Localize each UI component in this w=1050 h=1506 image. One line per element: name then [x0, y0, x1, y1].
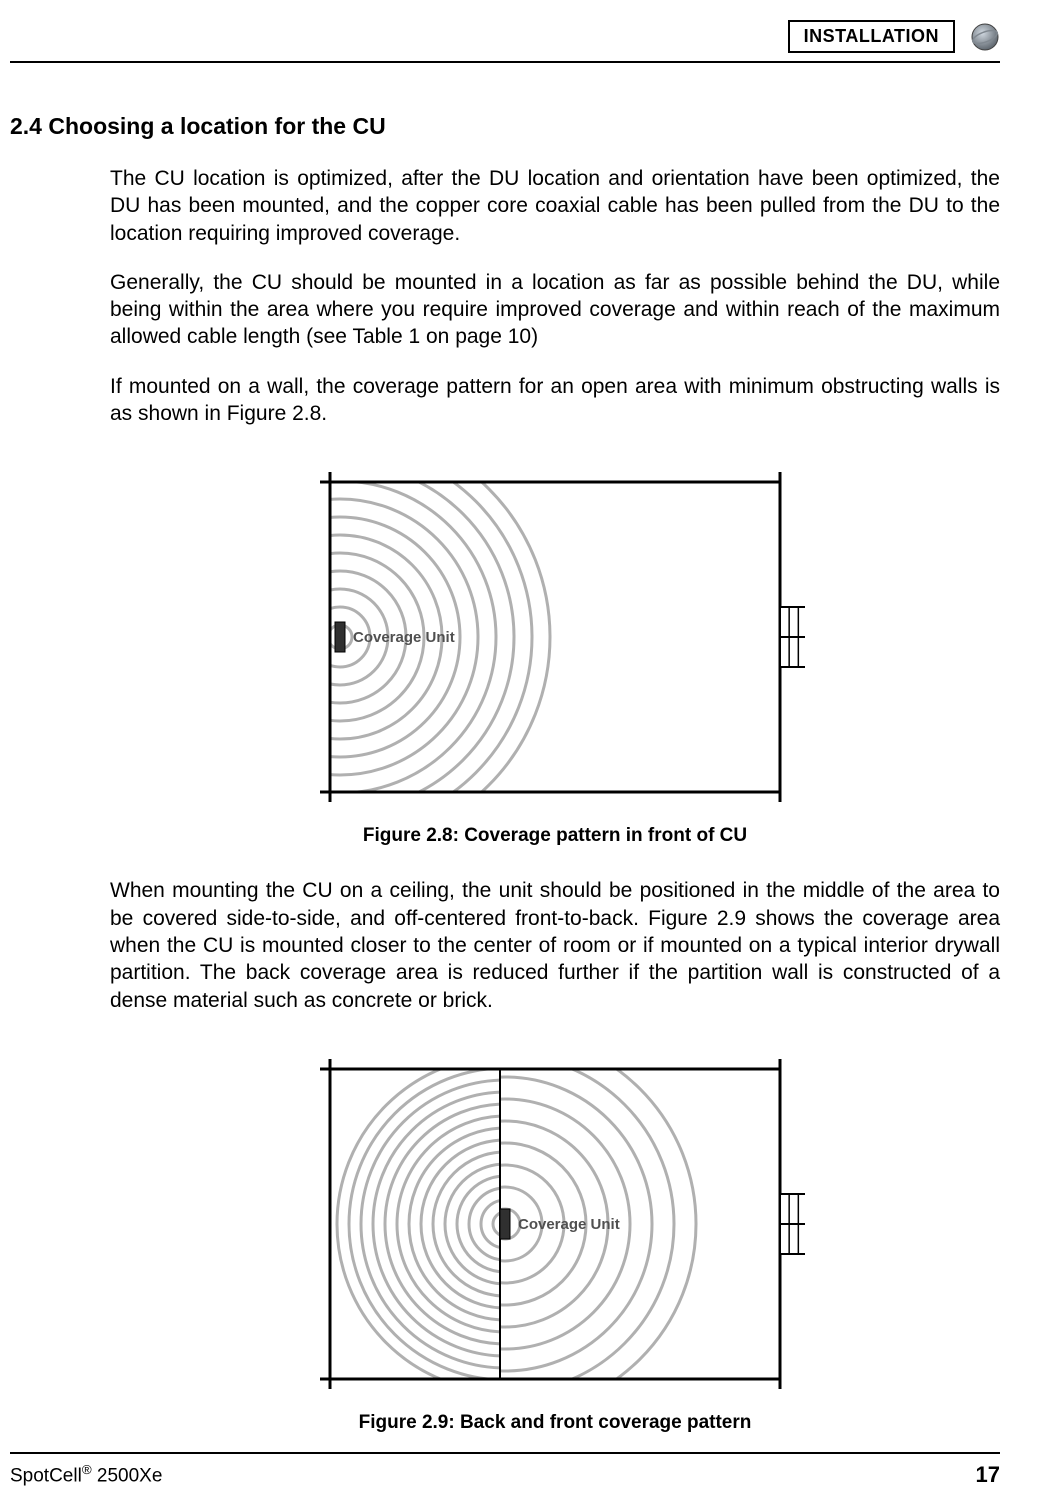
footer-page-number: 17 [976, 1462, 1000, 1488]
para-2: Generally, the CU should be mounted in a… [110, 269, 1000, 351]
page-footer: SpotCell® 2500Xe 17 [10, 1452, 1000, 1488]
footer-product-prefix: SpotCell [10, 1465, 82, 1486]
para-4: When mounting the CU on a ceiling, the u… [110, 877, 1000, 1013]
para-3: If mounted on a wall, the coverage patte… [110, 373, 1000, 428]
globe-icon [970, 22, 1000, 52]
figure-2-diagram: Coverage Unit [305, 1059, 805, 1389]
page-header: INSTALLATION [10, 20, 1000, 53]
figure-1-caption: Figure 2.8: Coverage pattern in front of… [110, 825, 1000, 847]
figure-1-container: Coverage Unit Figure 2.8: Coverage patte… [110, 472, 1000, 847]
registered-mark: ® [82, 1462, 92, 1477]
footer-product: SpotCell® 2500Xe [10, 1462, 162, 1488]
footer-product-suffix: 2500Xe [92, 1465, 163, 1486]
figure-2-caption: Figure 2.9: Back and front coverage patt… [110, 1412, 1000, 1434]
section-heading: 2.4 Choosing a location for the CU [10, 113, 1000, 140]
footer-rule [10, 1452, 1000, 1454]
figure-2-container: Coverage Unit Figure 2.9: Back and front… [110, 1059, 1000, 1434]
header-rule [10, 61, 1000, 63]
svg-text:Coverage Unit: Coverage Unit [353, 629, 455, 646]
figure-1-diagram: Coverage Unit [305, 472, 805, 802]
header-title: INSTALLATION [788, 20, 955, 53]
svg-text:Coverage Unit: Coverage Unit [518, 1216, 620, 1233]
para-1: The CU location is optimized, after the … [110, 165, 1000, 247]
